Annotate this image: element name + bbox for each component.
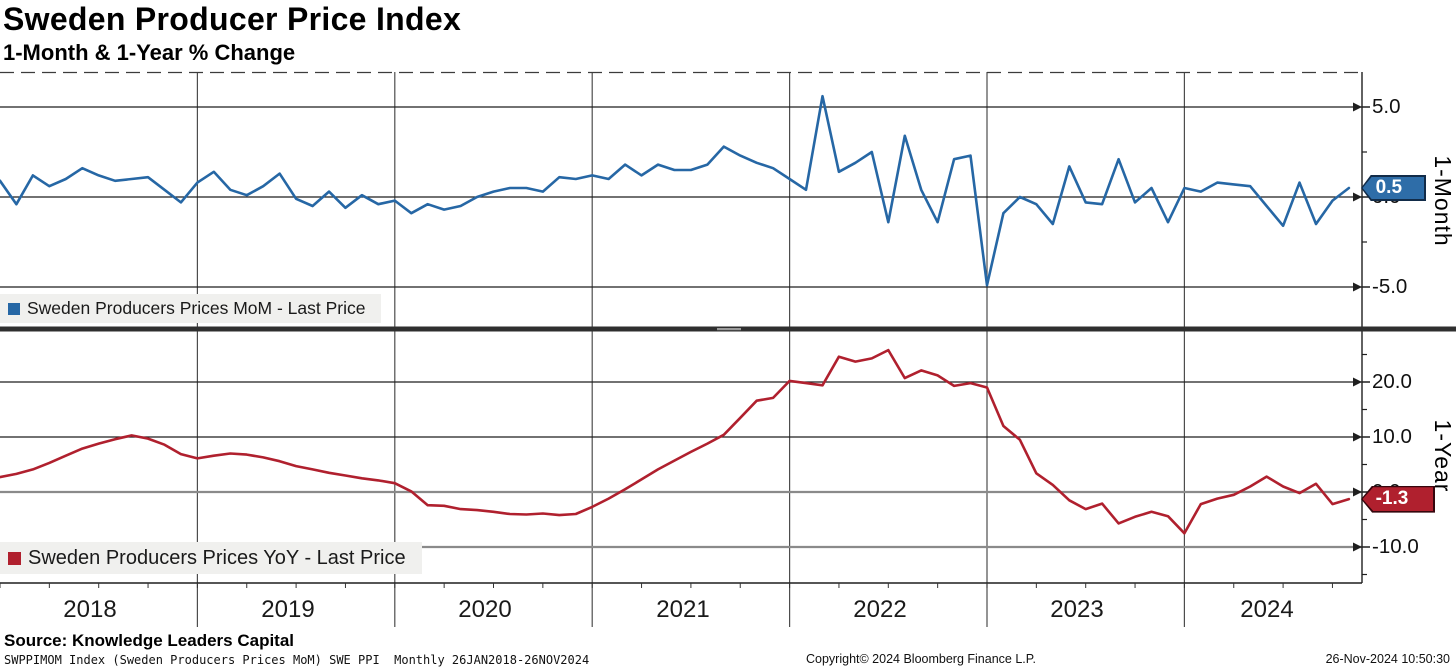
mom-last-price-badge: 0.5 <box>1361 175 1426 201</box>
page-subtitle: 1-Month & 1-Year % Change <box>3 40 296 65</box>
axis-tick-label: -10.0 <box>1372 535 1419 558</box>
tick-arrow-icon <box>1353 542 1362 552</box>
tick-arrow-icon <box>1353 102 1362 112</box>
legend-yoy: Sweden Producers Prices YoY - Last Price <box>0 542 422 574</box>
mom-series-line <box>0 94 1351 287</box>
yoy-last-price-value: -1.3 <box>1375 488 1409 510</box>
tick-arrow-icon <box>1353 432 1362 442</box>
axis-title-1-year: 1-Year <box>1430 419 1456 493</box>
axis-tick-label: 10.0 <box>1372 425 1412 448</box>
legend-mom-label: Sweden Producers Prices MoM - Last Price <box>27 298 366 318</box>
source-label: Source: Knowledge Leaders Capital <box>4 631 295 650</box>
year-label: 2019 <box>261 596 315 623</box>
timestamp-label: 26-Nov-2024 10:50:30 <box>1325 652 1450 666</box>
mom-legend-swatch-icon <box>8 302 20 315</box>
year-label: 2022 <box>853 596 907 623</box>
legend-mom: Sweden Producers Prices MoM - Last Price <box>0 294 382 323</box>
tick-arrow-icon <box>1353 377 1362 387</box>
yoy-series-line <box>0 348 1351 535</box>
copyright-label: Copyright© 2024 Bloomberg Finance L.P. <box>806 652 1036 666</box>
year-label: 2020 <box>458 596 512 623</box>
year-label: 2018 <box>63 596 117 623</box>
year-label: 2021 <box>656 596 710 623</box>
yoy-legend-swatch-icon <box>8 551 21 565</box>
axis-tick-label: -5.0 <box>1372 275 1408 298</box>
mom-last-price-badge-fill: 0.5 <box>1362 176 1425 200</box>
year-label: 2023 <box>1050 596 1104 623</box>
tick-arrow-icon <box>1353 487 1362 497</box>
tick-arrow-icon <box>1353 282 1362 292</box>
legend-yoy-label: Sweden Producers Prices YoY - Last Price <box>28 546 406 569</box>
divider-handle-icon <box>717 328 741 331</box>
axis-tick-label: 5.0 <box>1372 95 1401 118</box>
year-label: 2024 <box>1240 596 1294 623</box>
yoy-last-price-badge: -1.3 <box>1361 485 1435 513</box>
mom-last-price-value: 0.5 <box>1375 177 1403 198</box>
page-title: Sweden Producer Price Index <box>3 1 462 37</box>
yoy-last-price-badge-fill: -1.3 <box>1362 487 1434 511</box>
axis-title-1-month: 1-Month <box>1430 155 1456 247</box>
axis-tick-label: 20.0 <box>1372 370 1412 393</box>
ticker-info-label: SWPPIMOM Index (Sweden Producers Prices … <box>4 653 590 667</box>
tick-arrow-icon <box>1353 192 1362 202</box>
